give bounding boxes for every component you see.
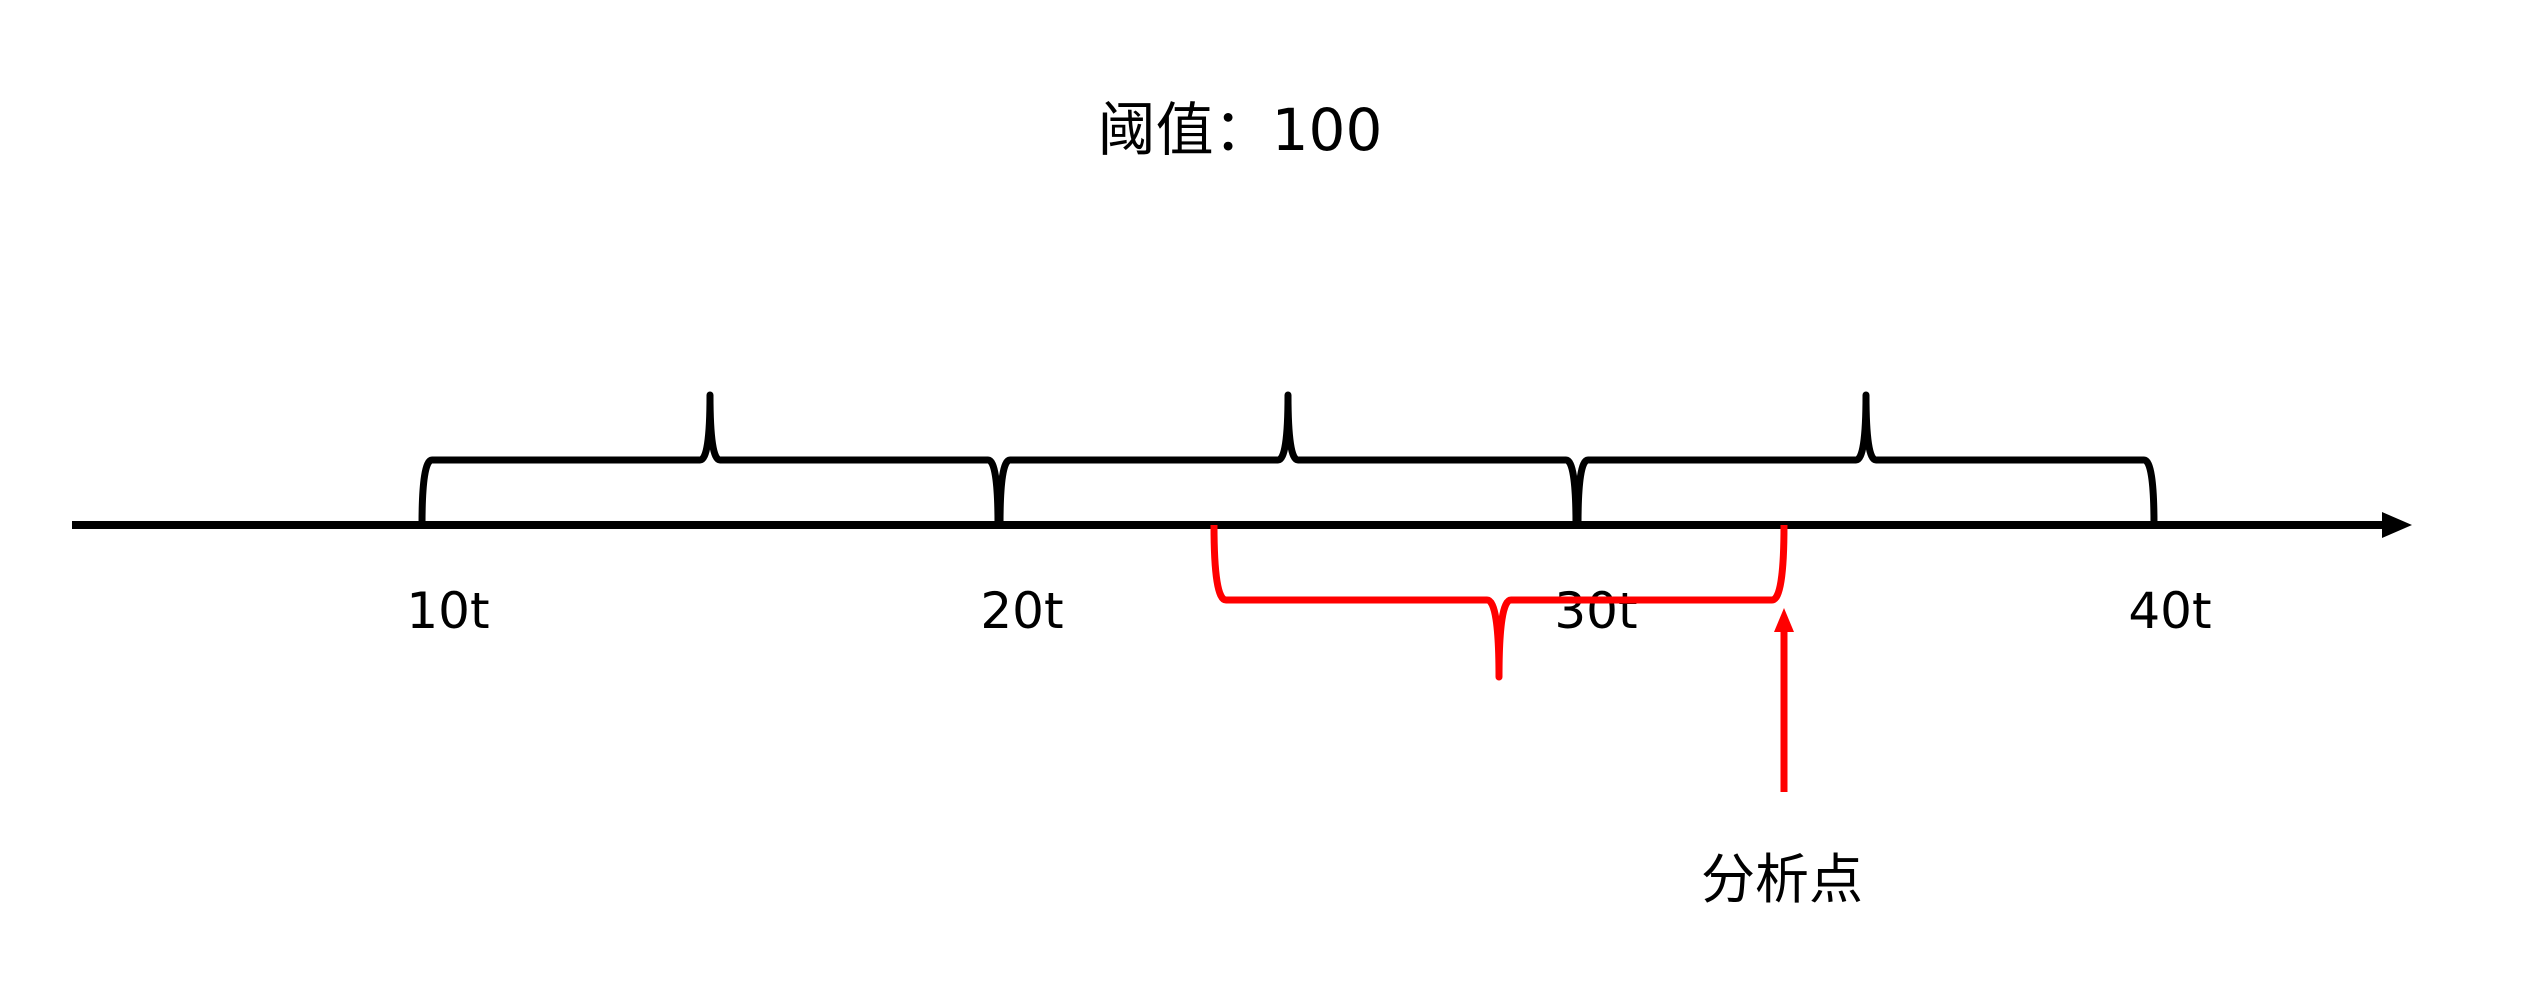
fixed-window-1 [418, 391, 1002, 526]
sliding-window-brace [1210, 524, 1788, 681]
fixed-window-2 [996, 391, 1580, 526]
analysis-point-arrowhead [1774, 608, 1794, 632]
analysis-point-label: 分析点 [1701, 848, 1863, 911]
threshold-title: 阈值：100 [1098, 96, 1383, 164]
fixed-window-3 [1574, 391, 2158, 526]
tick-label-40t: 40t [2128, 582, 2211, 640]
tick-label-20t: 20t [980, 582, 1063, 640]
timeline-arrowhead [2382, 512, 2412, 538]
tick-label-30t: 30t [1554, 582, 1637, 640]
tick-label-10t: 10t [406, 582, 489, 640]
